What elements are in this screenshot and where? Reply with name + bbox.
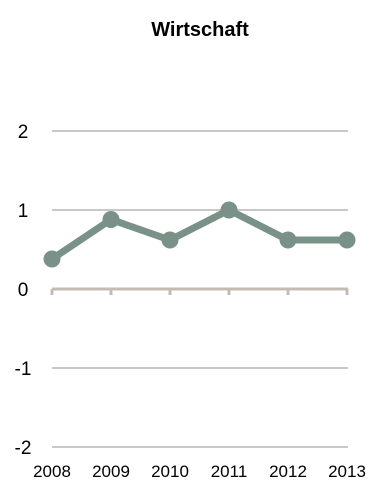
data-point — [161, 231, 179, 249]
x-tick-labels: 2008 2009 2010 2011 2012 2013 — [33, 462, 366, 481]
data-point — [102, 210, 120, 228]
y-tick-label: -1 — [15, 359, 32, 380]
y-tick-labels: -2 -1 0 1 2 — [15, 122, 32, 459]
x-tick-label: 2012 — [269, 462, 307, 481]
chart-title: Wirtschaft — [151, 19, 249, 41]
series-layer — [43, 201, 356, 268]
data-point — [220, 201, 238, 219]
x-tick-label: 2011 — [211, 462, 248, 481]
x-tick-label: 2008 — [33, 462, 71, 481]
gridlines — [52, 130, 348, 448]
series-line — [48, 206, 351, 263]
y-tick-label: 2 — [18, 122, 29, 143]
x-tick-label: 2010 — [151, 462, 189, 481]
y-tick-label: 0 — [18, 280, 29, 301]
x-tick-label: 2013 — [328, 462, 366, 481]
x-tick-label: 2009 — [92, 462, 130, 481]
data-point — [279, 231, 297, 249]
data-point — [338, 231, 356, 249]
y-tick-label: -2 — [15, 438, 32, 459]
data-point — [43, 250, 61, 268]
y-tick-label: 1 — [18, 201, 29, 222]
x-axis — [50, 287, 349, 295]
